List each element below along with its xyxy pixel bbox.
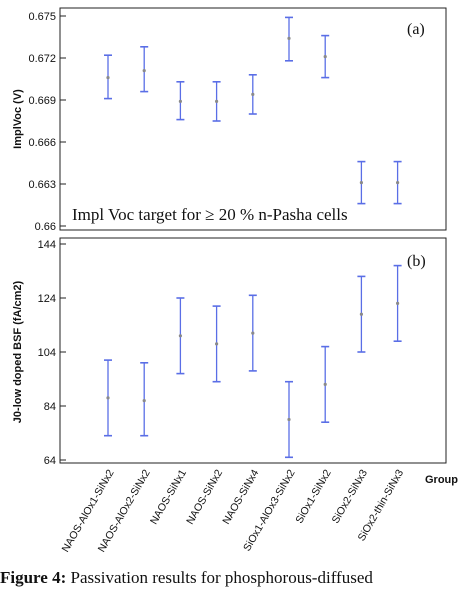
passivation-figure: 0.675 0.672 0.669 0.666 0.663 0.66 (a) ImplVo… — [12, 7, 458, 554]
figure-caption-prefix: Figure 4: — [0, 568, 67, 587]
x-category-label: NAOS-SiNx1 — [148, 467, 189, 526]
panel-a: 0.675 0.672 0.669 0.666 0.663 0.66 (a) ImplVo… — [12, 7, 447, 233]
voc-target-annotation: Impl Voc target for ≥ 20 % n-Pasha cells — [72, 205, 348, 224]
mean-marker — [178, 334, 182, 338]
mean-marker — [323, 382, 327, 386]
mean-marker — [251, 331, 255, 335]
mean-marker — [359, 312, 363, 316]
panel-a-label: (a) — [407, 21, 425, 38]
y-tick-label: 0.675 — [28, 11, 56, 23]
y-tick-label: 144 — [38, 239, 56, 251]
mean-marker — [359, 181, 363, 185]
y-tick-label: 0.669 — [28, 95, 56, 107]
y-tick-label: 104 — [38, 347, 56, 359]
y-tick-label: 0.666 — [28, 137, 56, 149]
panel-b-frame — [59, 237, 447, 464]
mean-marker — [106, 396, 110, 400]
mean-marker — [323, 55, 327, 59]
x-category-label: NAOS-SiNx4 — [220, 467, 261, 526]
panel-b-errorbars — [104, 264, 402, 459]
mean-marker — [106, 76, 110, 80]
y-tick-label: 0.672 — [28, 53, 56, 65]
panel-a-errorbars — [104, 16, 402, 205]
x-category-label: SiOx2-SiNx3 — [330, 467, 371, 525]
mean-marker — [178, 99, 182, 103]
y-tick-label: 0.66 — [35, 221, 56, 233]
panel-b-y-ticks: 144 124 104 84 64 — [38, 239, 66, 467]
mean-marker — [142, 399, 146, 403]
panel-a-ylabel: ImplVoc (V) — [12, 89, 24, 149]
x-category-labels: NAOS-AlOx1-SiNx2NAOS-AlOx2-SiNx2NAOS-SiN… — [60, 467, 407, 554]
figure-caption: Figure 4: Passivation results for phosph… — [0, 568, 474, 588]
mean-marker — [396, 181, 400, 185]
figure-caption-text: Passivation results for phosphorous-diff… — [66, 568, 373, 587]
panel-a-frame — [59, 7, 447, 231]
mean-marker — [251, 92, 255, 96]
mean-marker — [287, 417, 291, 422]
panel-b: 144 124 104 84 64 (b) J0-low doped BSF (fA/c… — [12, 237, 458, 554]
x-category-label: SiOx1-SiNx2 — [293, 467, 334, 525]
mean-marker — [287, 36, 291, 41]
mean-marker — [215, 342, 219, 346]
y-tick-label: 64 — [44, 455, 56, 467]
x-axis-label: Group — [425, 474, 458, 486]
y-tick-label: 124 — [38, 293, 56, 305]
y-tick-label: 84 — [44, 401, 56, 413]
panel-b-ylabel: J0-low doped BSF (fA/cm2) — [12, 280, 24, 423]
mean-marker — [142, 69, 146, 73]
panel-b-label: (b) — [407, 253, 426, 270]
y-tick-label: 0.663 — [28, 179, 56, 191]
mean-marker — [215, 99, 219, 103]
mean-marker — [396, 301, 400, 305]
x-category-label: NAOS-SiNx2 — [184, 467, 225, 526]
panel-a-y-ticks: 0.675 0.672 0.669 0.666 0.663 0.66 — [28, 11, 66, 233]
